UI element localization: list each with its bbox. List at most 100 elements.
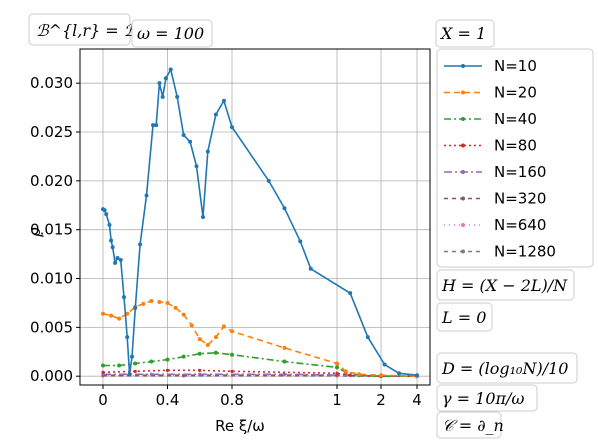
data-point — [200, 215, 205, 219]
data-point — [379, 373, 383, 378]
data-point — [344, 373, 348, 377]
data-point — [101, 311, 105, 316]
data-point — [335, 361, 339, 366]
svg-text:ω = 100: ω = 100 — [137, 24, 204, 43]
y-tick-label: 0.030 — [30, 74, 73, 92]
data-point — [188, 139, 193, 144]
data-point — [221, 324, 226, 329]
series-n-10 — [101, 67, 419, 378]
legend-marker — [461, 143, 465, 148]
info-box-l: L = 0 — [436, 302, 493, 332]
data-point — [189, 323, 194, 328]
data-point — [121, 295, 126, 300]
legend-entry: N=40 — [444, 110, 537, 128]
data-point — [150, 123, 155, 128]
info-box-gamma: γ = 10π/ω — [436, 384, 538, 412]
svg-text:γ = 10π/ω: γ = 10π/ω — [442, 389, 524, 408]
legend-marker — [461, 64, 465, 68]
y-tick-label: 0.005 — [30, 318, 73, 336]
x-tick-label: 0 — [98, 391, 108, 409]
data-point — [221, 98, 226, 103]
legend-label: N=80 — [494, 137, 537, 155]
y-tick-label: 0.010 — [30, 270, 73, 288]
data-point — [141, 301, 146, 306]
series-layer — [101, 67, 419, 379]
data-point — [165, 368, 170, 372]
legend-entry: N=80 — [444, 137, 537, 155]
data-point — [149, 299, 154, 303]
data-point — [230, 369, 234, 373]
data-point — [165, 357, 170, 362]
data-point — [230, 125, 234, 130]
data-point — [144, 193, 149, 198]
grid — [80, 49, 430, 385]
svg-text:H = (X − 2L)/N: H = (X − 2L)/N — [441, 276, 568, 295]
data-point — [163, 76, 168, 81]
data-point — [168, 67, 173, 72]
x-axis-label: Re ξ/ω — [215, 417, 265, 435]
data-point — [101, 363, 105, 368]
data-point — [298, 239, 303, 244]
svg-text:X = 1: X = 1 — [439, 24, 486, 43]
x-tick-label: 2 — [376, 391, 386, 409]
x-tick-label: 0.4 — [156, 391, 180, 409]
data-point — [102, 208, 107, 213]
data-point — [149, 359, 154, 364]
data-point — [127, 372, 132, 377]
data-point — [165, 300, 170, 305]
data-point — [175, 94, 180, 99]
legend-label: N=640 — [494, 216, 546, 234]
data-point — [365, 335, 370, 340]
data-point — [133, 361, 138, 366]
legend-marker — [461, 196, 465, 201]
legend-marker — [461, 170, 465, 174]
data-point — [197, 351, 202, 356]
data-point — [335, 371, 339, 375]
data-point — [282, 345, 287, 350]
legend-label: N=320 — [494, 190, 546, 208]
data-point — [308, 266, 313, 271]
series-line — [102, 67, 418, 376]
y-axis-label: ρ — [25, 227, 44, 238]
data-point — [107, 222, 112, 227]
legend-label: N=40 — [494, 110, 537, 128]
data-point — [194, 164, 199, 169]
info-box-d: D = (log₁₀N)/10 — [436, 352, 578, 384]
y-tick-label: 0.015 — [30, 221, 73, 239]
y-tick-label: 0.020 — [30, 172, 73, 190]
data-point — [154, 123, 159, 128]
x-ticks: 0 0.4 0.8 1 2 4 — [98, 385, 422, 409]
data-point — [104, 212, 109, 217]
x-tick-label: 4 — [412, 391, 422, 409]
svg-text:𝒞 = ∂_n: 𝒞 = ∂_n — [442, 416, 504, 435]
x-tick-label: 1 — [332, 391, 342, 409]
data-point — [205, 342, 210, 347]
legend-marker — [461, 90, 465, 95]
data-point — [197, 337, 202, 342]
data-point — [343, 369, 348, 374]
data-point — [213, 112, 218, 117]
svg-text:L = 0: L = 0 — [441, 308, 486, 327]
data-point — [113, 260, 118, 265]
data-point — [266, 178, 271, 183]
legend-items: N=10 N=20 N=40 N=80 N=160 N=320 N=640 N=1280 — [444, 57, 556, 261]
y-tick-label: 0.000 — [30, 367, 73, 385]
data-point — [357, 372, 361, 377]
legend-entry: N=640 — [444, 216, 546, 234]
info-box-x: X = 1 — [435, 19, 495, 48]
data-point — [213, 335, 218, 340]
data-point — [157, 81, 162, 86]
data-point — [115, 256, 120, 261]
data-point — [348, 373, 352, 377]
data-point — [397, 371, 401, 376]
data-point — [133, 305, 138, 310]
data-point — [230, 329, 234, 334]
data-point — [130, 354, 135, 359]
data-point — [181, 312, 186, 317]
x-tick-label: 0.8 — [220, 391, 244, 409]
data-point — [415, 373, 419, 378]
data-point — [348, 291, 353, 296]
data-point — [205, 149, 210, 154]
data-point — [117, 316, 122, 321]
